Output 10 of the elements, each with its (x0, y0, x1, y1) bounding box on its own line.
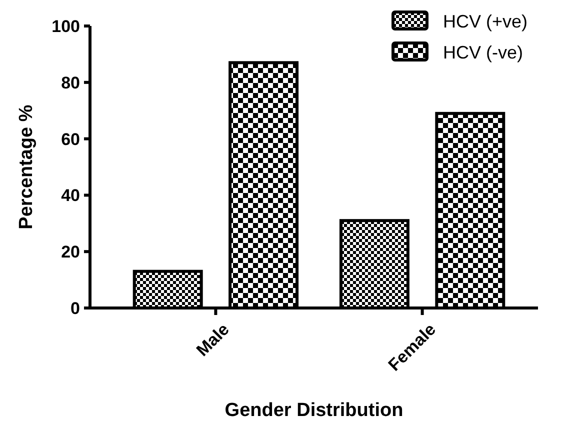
y-tick-label: 20 (61, 242, 80, 262)
y-tick-label: 60 (61, 130, 80, 149)
y-tick-label: 40 (61, 186, 80, 206)
y-axis-title: Percentage % (16, 104, 37, 230)
legend-label: HCV (+ve) (443, 11, 528, 32)
y-tick-label: 80 (61, 73, 80, 92)
y-tick-label: 0 (70, 298, 80, 318)
legend-label: HCV (-ve) (443, 42, 523, 62)
y-tick-label: 100 (52, 16, 80, 36)
x-axis-title: Gender Distribution (224, 400, 404, 421)
